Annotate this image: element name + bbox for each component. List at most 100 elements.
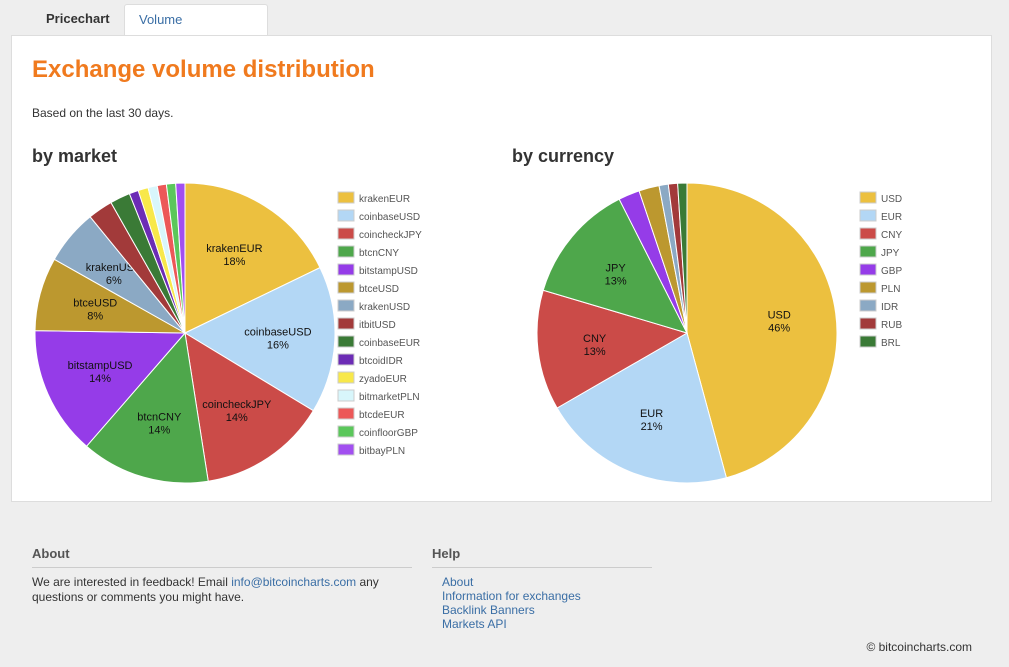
market-slice-percent-btcncny: 14%	[148, 424, 170, 436]
footer-about-heading: About	[32, 546, 412, 568]
market-legend-swatch-coinfloorgbp	[337, 425, 355, 438]
currency-legend-label-gbp: GBP	[881, 266, 902, 277]
market-legend-label-coinfloorgbp: coinfloorGBP	[359, 428, 418, 439]
market-slice-label-coincheckjpy: coincheckJPY	[202, 399, 272, 411]
market-legend-swatch-zyadoeur	[337, 371, 355, 384]
currency-slice-label-usd: USD	[768, 310, 791, 322]
currency-legend-label-jpy: JPY	[881, 248, 900, 259]
market-legend-label-bitbaypln: bitbayPLN	[359, 446, 405, 457]
market-slice-label-coinbaseusd: coinbaseUSD	[244, 326, 311, 338]
market-slice-percent-krakeneur: 18%	[223, 256, 245, 268]
tab-pricechart[interactable]: Pricechart	[46, 11, 110, 26]
market-legend-label-coinbaseusd: coinbaseUSD	[359, 212, 420, 223]
market-legend-label-bitmarketpln: bitmarketPLN	[359, 392, 420, 403]
market-legend-swatch-coinbaseeur	[337, 335, 355, 348]
currency-slice-brl	[677, 182, 688, 334]
currency-legend-swatch-usd	[859, 191, 877, 204]
feedback-text-start: We are interested in feedback! Email	[32, 575, 232, 589]
market-legend-swatch-bitstampusd	[337, 263, 355, 276]
market-legend-swatch-krakenusd	[337, 299, 355, 312]
market-slice-percent-bitstampusd: 14%	[89, 373, 111, 385]
page-subtitle: Based on the last 30 days.	[32, 106, 174, 120]
currency-legend-label-cny: CNY	[881, 230, 902, 241]
currency-slice-label-cny: CNY	[583, 333, 607, 345]
market-legend-label-krakenusd: krakenUSD	[359, 302, 410, 313]
currency-slice-percent-jpy: 13%	[605, 275, 627, 287]
currency-chart-heading: by currency	[512, 146, 615, 166]
market-legend-swatch-btceusd	[337, 281, 355, 294]
currency-legend-swatch-pln	[859, 281, 877, 294]
currency-legend-label-pln: PLN	[881, 284, 900, 295]
currency-slice-label-jpy: JPY	[606, 262, 627, 274]
currency-legend-label-brl: BRL	[881, 338, 901, 349]
footer-about-text: We are interested in feedback! Email inf…	[32, 575, 412, 605]
currency-slice-eur	[556, 332, 728, 484]
help-link-backlink-banners[interactable]: Backlink Banners	[442, 603, 535, 617]
help-link-markets-api[interactable]: Markets API	[442, 617, 507, 631]
market-legend-label-btcoididr: btcoidIDR	[359, 356, 403, 367]
market-slice-label-btceusd: btceUSD	[73, 298, 117, 310]
help-link-information-for-exchanges[interactable]: Information for exchanges	[442, 589, 581, 603]
market-legend-swatch-krakeneur	[337, 191, 355, 204]
market-slice-bitstampusd	[34, 330, 187, 447]
currency-legend-swatch-cny	[859, 227, 877, 240]
currency-legend-swatch-gbp	[859, 263, 877, 276]
currency-slice-cny	[536, 289, 689, 409]
currency-legend-swatch-idr	[859, 299, 877, 312]
market-chart-heading: by market	[32, 146, 118, 166]
currency-slice-usd	[686, 182, 838, 479]
currency-legend-label-rub: RUB	[881, 320, 902, 331]
currency-legend-swatch-brl	[859, 335, 877, 348]
currency-legend-swatch-eur	[859, 209, 877, 222]
market-legend-label-coinbaseeur: coinbaseEUR	[359, 338, 420, 349]
market-legend-label-bitstampusd: bitstampUSD	[359, 266, 418, 277]
footer-help-heading: Help	[432, 546, 652, 568]
market-legend-swatch-bitmarketpln	[337, 389, 355, 402]
market-slice-percent-coincheckjpy: 14%	[226, 412, 248, 424]
market-legend-swatch-btcdeeur	[337, 407, 355, 420]
market-slice-label-krakenusd: krakenUSD	[86, 262, 142, 274]
market-legend-label-btcncny: btcnCNY	[359, 248, 399, 259]
market-slice-coinbaseusd	[183, 266, 336, 412]
market-slice-krakeneur	[184, 182, 321, 334]
market-slice-label-btcncny: btcnCNY	[137, 411, 182, 423]
market-legend-swatch-btcncny	[337, 245, 355, 258]
currency-legend-swatch-rub	[859, 317, 877, 330]
market-slice-label-krakeneur: krakenEUR	[206, 243, 262, 255]
market-legend-swatch-btcoididr	[337, 353, 355, 366]
market-legend-swatch-coincheckjpy	[337, 227, 355, 240]
market-slice-percent-coinbaseusd: 16%	[267, 339, 289, 351]
footer-help: Help About Information for exchanges Bac…	[432, 546, 652, 631]
market-legend-label-itbitusd: itbitUSD	[359, 320, 396, 331]
market-legend-label-btceusd: btceUSD	[359, 284, 399, 295]
feedback-email-link[interactable]: info@bitcoincharts.com	[231, 575, 357, 589]
currency-legend-label-eur: EUR	[881, 212, 902, 223]
currency-legend-label-idr: IDR	[881, 302, 898, 313]
currency-slice-percent-eur: 21%	[641, 421, 663, 433]
currency-slice-jpy	[542, 198, 688, 334]
help-links: About Information for exchanges Backlink…	[432, 575, 652, 631]
footer-about: About We are interested in feedback! Ema…	[32, 546, 412, 605]
market-legend-label-btcdeeur: btcdeEUR	[359, 410, 405, 421]
currency-slice-label-eur: EUR	[640, 408, 663, 420]
market-legend-label-krakeneur: krakenEUR	[359, 194, 410, 205]
market-legend-swatch-bitbaypln	[337, 443, 355, 456]
feedback-text-end: any questions or comments you might have…	[32, 575, 379, 604]
currency-pie-chart: USD46%EUR21%CNY13%JPY13%USDEURCNYJPYGBPP…	[536, 182, 902, 484]
help-link-about[interactable]: About	[442, 575, 474, 589]
currency-slice-percent-usd: 46%	[768, 323, 790, 335]
currency-legend-label-usd: USD	[881, 194, 902, 205]
market-slice-coincheckjpy	[184, 332, 315, 482]
market-slice-label-bitstampusd: bitstampUSD	[68, 360, 133, 372]
market-slice-btcncny	[85, 331, 209, 484]
market-pie-chart: krakenEUR18%coinbaseUSD16%coincheckJPY14…	[34, 182, 422, 484]
market-legend-label-coincheckjpy: coincheckJPY	[359, 230, 422, 241]
market-slice-percent-btceusd: 8%	[87, 311, 103, 323]
page-title: Exchange volume distribution	[32, 56, 375, 83]
market-slice-percent-krakenusd: 6%	[106, 275, 122, 287]
market-slice-bitbaypln	[175, 182, 186, 334]
market-legend-label-zyadoeur: zyadoEUR	[359, 374, 407, 385]
currency-slice-percent-cny: 13%	[584, 346, 606, 358]
copyright: © bitcoincharts.com	[866, 640, 972, 654]
market-legend-swatch-itbitusd	[337, 317, 355, 330]
